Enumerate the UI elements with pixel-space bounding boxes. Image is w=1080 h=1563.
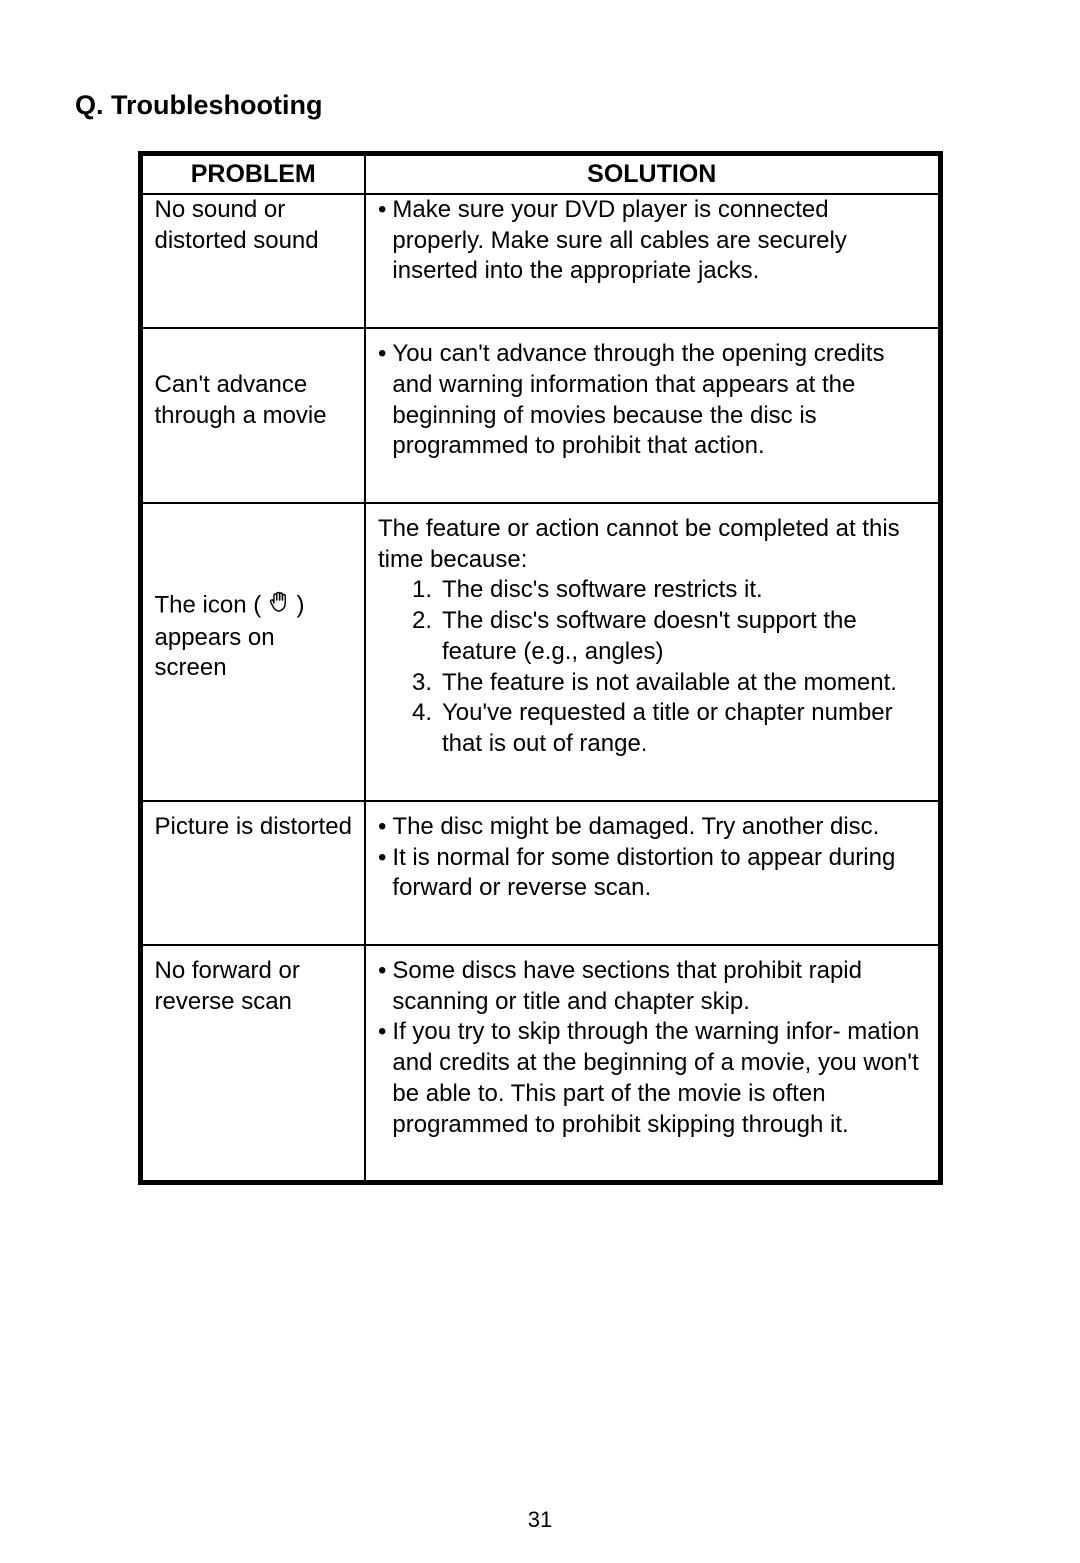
bullet-dot-icon: • [378,956,392,1017]
solution-intro: The feature or action cannot be complete… [378,514,926,575]
problem-cell: Can't advance through a movie [140,328,365,503]
bullet-text: If you try to skip through the warning i… [392,1017,925,1140]
list-number: 1. [412,575,442,606]
list-text: The disc's software doesn't support the … [442,606,926,667]
solution-cell: • You can't advance through the opening … [365,328,940,503]
col-header-problem: PROBLEM [140,154,365,195]
bullet-dot-icon: • [378,195,392,287]
bullet-item: • Make sure your DVD player is connected… [378,195,926,287]
list-item: 2. The disc's software doesn't support t… [412,606,926,667]
table-header-row: PROBLEM SOLUTION [140,154,940,195]
col-header-solution: SOLUTION [365,154,940,195]
table-row: No sound or distorted sound • Make sure … [140,194,940,328]
table-row: Picture is distorted • The disc might be… [140,801,940,945]
solution-cell: • Some discs have sections that prohibit… [365,945,940,1183]
bullet-dot-icon: • [378,339,392,462]
bullet-item: • You can't advance through the opening … [378,339,926,462]
list-number: 4. [412,698,442,759]
list-text: The feature is not available at the mome… [442,668,897,699]
bullet-dot-icon: • [378,1017,392,1140]
problem-cell: No forward or reverse scan [140,945,365,1183]
problem-cell: No sound or distorted sound [140,194,365,328]
bullet-text: You can't advance through the opening cr… [392,339,925,462]
bullet-item: • The disc might be damaged. Try another… [378,812,926,843]
bullet-dot-icon: • [378,843,392,904]
bullet-dot-icon: • [378,812,392,843]
bullet-item: • If you try to skip through the warning… [378,1017,926,1140]
section-title: Q. Troubleshooting [75,90,1005,121]
table-row: Can't advance through a movie • You can'… [140,328,940,503]
list-item: 4. You've requested a title or chapter n… [412,698,926,759]
list-text: You've requested a title or chapter numb… [442,698,926,759]
problem-cell: The icon ( ) appears on screen [140,503,365,801]
list-item: 3. The feature is not available at the m… [412,668,926,699]
table-row: The icon ( ) appears on screen The featu… [140,503,940,801]
problem-text-pre: The icon ( [155,592,268,619]
page-number: 31 [0,1507,1080,1533]
list-text: The disc's software restricts it. [442,575,763,606]
numbered-list: 1. The disc's software restricts it. 2. … [378,575,926,759]
list-item: 1. The disc's software restricts it. [412,575,926,606]
solution-cell: • Make sure your DVD player is connected… [365,194,940,328]
bullet-text: It is normal for some distortion to appe… [392,843,925,904]
bullet-text: Some discs have sections that prohibit r… [392,956,925,1017]
page-container: Q. Troubleshooting PROBLEM SOLUTION No s… [0,0,1080,1563]
troubleshooting-table: PROBLEM SOLUTION No sound or distorted s… [138,151,943,1185]
bullet-item: • It is normal for some distortion to ap… [378,843,926,904]
bullet-item: • Some discs have sections that prohibit… [378,956,926,1017]
bullet-text: Make sure your DVD player is connected p… [392,195,925,287]
solution-cell: • The disc might be damaged. Try another… [365,801,940,945]
hand-stop-icon [268,590,290,623]
bullet-text: The disc might be damaged. Try another d… [392,812,879,843]
table-row: No forward or reverse scan • Some discs … [140,945,940,1183]
problem-cell: Picture is distorted [140,801,365,945]
list-number: 3. [412,668,442,699]
solution-cell: The feature or action cannot be complete… [365,503,940,801]
list-number: 2. [412,606,442,667]
